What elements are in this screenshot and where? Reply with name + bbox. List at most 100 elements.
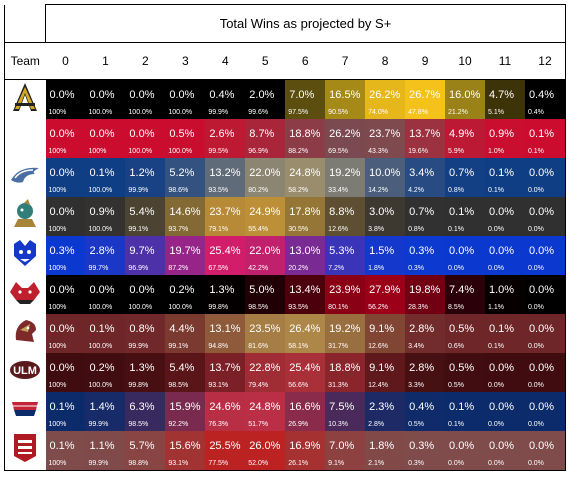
probability-cell: 7.5% 10.3%: [325, 392, 366, 431]
win-probability-value: 2.8%: [89, 245, 115, 257]
cumulative-probability-value: 58.2%: [288, 187, 309, 194]
probability-cell: 19.7% 87.2%: [165, 236, 206, 275]
win-probability-value: 16.6%: [289, 401, 321, 413]
probability-cell: 26.2% 69.5%: [325, 119, 366, 158]
team-row: 0.1% 100% 1.4% 99.9% 6.3% 98.5% 15.9% 92.2% 24.6…: [4, 392, 566, 431]
probability-cell: 2.8% 3.4%: [405, 314, 446, 353]
win-probability-value: 15.6%: [169, 440, 201, 452]
probability-cell: 0.1% 100%: [45, 392, 86, 431]
cumulative-probability-value: 3.3%: [408, 382, 425, 389]
cumulative-probability-value: 0.5%: [408, 421, 425, 428]
probability-cell: 0.5% 0.5%: [445, 353, 485, 392]
cumulative-probability-value: 93.5%: [288, 304, 309, 311]
win-probability-value: 1.2%: [129, 167, 155, 179]
probability-cell: 0.7% 0.8%: [405, 197, 446, 236]
win-probability-value: 0.0%: [449, 440, 475, 452]
cumulative-probability-value: 0.0%: [487, 226, 504, 233]
cumulative-probability-value: 56.2%: [368, 304, 388, 311]
win-probability-value: 0.0%: [528, 401, 555, 413]
win-probability-value: 13.1%: [209, 323, 241, 335]
win-probability-value: 24.6%: [209, 401, 241, 413]
probability-cell: 0.1% 100.0%: [85, 158, 126, 197]
win-probability-value: 0.0%: [528, 245, 555, 257]
cumulative-probability-value: 2.1%: [368, 460, 385, 467]
cumulative-probability-value: 0.8%: [408, 226, 425, 233]
column-header-12-wins: 12: [524, 42, 566, 80]
column-header-6-wins: 6: [285, 42, 326, 80]
cumulative-probability-value: 79.1%: [208, 226, 229, 233]
probability-cell: 13.0% 20.2%: [285, 236, 326, 275]
cumulative-probability-value: 5.9%: [448, 148, 464, 155]
probability-cell: 18.8% 31.3%: [325, 353, 366, 392]
win-probability-value: 5.3%: [329, 245, 355, 257]
win-probability-value: 13.2%: [209, 167, 241, 179]
team-row: 0.3% 100% 2.8% 99.7% 9.7% 96.9% 19.7% 87.2% 25.4…: [4, 236, 566, 275]
probability-cell: 15.6% 93.1%: [165, 431, 206, 471]
texas-state-logo: [4, 314, 46, 353]
probability-cell: 15.9% 92.2%: [165, 392, 206, 431]
cumulative-probability-value: 30.5%: [288, 226, 309, 233]
cumulative-probability-value: 0.3%: [408, 460, 425, 467]
win-probability-value: 0.1%: [449, 401, 475, 413]
win-probability-value: 22.0%: [249, 245, 281, 257]
probability-cell: 0.0% 0.0%: [484, 431, 525, 471]
chart-title: Total Wins as projected by S+: [45, 4, 566, 43]
probability-cell: 0.0% 0.0%: [524, 392, 566, 431]
probability-cell: 16.0% 21.2%: [445, 79, 485, 119]
cumulative-probability-value: 0.0%: [487, 421, 504, 428]
win-probability-value: 24.9%: [249, 206, 281, 218]
cumulative-probability-value: 21.2%: [448, 109, 468, 116]
team-row: 0.0% 100% 0.0% 100.0% 0.0% 100.0% 0.0% 100.0% 0.…: [4, 79, 566, 119]
probability-cell: 5.4% 99.1%: [125, 197, 166, 236]
probability-cell: 7.4% 8.5%: [445, 275, 485, 314]
column-header-5-wins: 5: [245, 42, 286, 80]
win-probability-value: 13.7%: [209, 362, 241, 374]
cumulative-probability-value: 31.3%: [328, 382, 349, 389]
column-header-8-wins: 8: [365, 42, 406, 80]
win-probability-value: 0.0%: [129, 128, 155, 140]
probability-cell: 0.3% 100%: [45, 236, 86, 275]
win-probability-value: 0.0%: [89, 128, 115, 140]
cumulative-probability-value: 74.0%: [368, 109, 388, 116]
cumulative-probability-value: 9.1%: [328, 460, 345, 467]
probability-cell: 0.0% 0.0%: [524, 275, 566, 314]
probability-cell: 0.5% 0.6%: [445, 314, 485, 353]
probability-cell: 0.0% 100.0%: [165, 79, 206, 119]
cumulative-probability-value: 100.0%: [168, 109, 193, 116]
win-probability-value: 19.2%: [329, 323, 361, 335]
win-probability-value: 1.0%: [488, 284, 515, 296]
probability-cell: 0.0% 0.0%: [484, 236, 525, 275]
win-probability-value: 4.7%: [488, 89, 515, 101]
probability-cell: 5.3% 7.2%: [325, 236, 366, 275]
probability-cell: 1.3% 99.8%: [125, 353, 166, 392]
cumulative-probability-value: 0.0%: [527, 187, 544, 194]
cumulative-probability-value: 14.2%: [368, 187, 388, 194]
probability-cell: 0.1% 100%: [45, 431, 86, 471]
probability-cell: 8.7% 96.9%: [245, 119, 286, 158]
win-probability-value: 0.2%: [169, 284, 195, 296]
win-probability-value: 0.0%: [49, 206, 75, 218]
probability-cell: 0.0% 0.0%: [524, 158, 566, 197]
win-probability-value: 2.8%: [409, 362, 435, 374]
cumulative-probability-value: 97.5%: [288, 109, 309, 116]
probability-cell: 0.0% 100.0%: [125, 275, 166, 314]
probability-cell: 24.6% 76.3%: [205, 392, 246, 431]
probability-cell: 23.7% 43.3%: [365, 119, 406, 158]
column-header-3-wins: 3: [165, 42, 206, 80]
win-probability-value: 3.4%: [409, 167, 435, 179]
cumulative-probability-value: 0.1%: [487, 343, 504, 350]
cumulative-probability-value: 28.3%: [408, 304, 428, 311]
cumulative-probability-value: 99.9%: [128, 187, 149, 194]
cumulative-probability-value: 0.0%: [527, 382, 544, 389]
win-probability-value: 0.0%: [49, 323, 75, 335]
win-probability-value: 16.9%: [289, 440, 321, 452]
probability-cell: 24.9% 55.4%: [245, 197, 286, 236]
win-probability-value: 5.2%: [169, 167, 195, 179]
cumulative-probability-value: 0.0%: [487, 265, 504, 272]
win-probability-value: 18.8%: [289, 128, 321, 140]
win-probability-value: 5.7%: [129, 440, 155, 452]
probability-cell: 0.1% 0.1%: [445, 197, 485, 236]
probability-cell: 1.4% 99.9%: [85, 392, 126, 431]
win-probability-value: 5.4%: [129, 206, 155, 218]
probability-cell: 19.8% 28.3%: [405, 275, 446, 314]
